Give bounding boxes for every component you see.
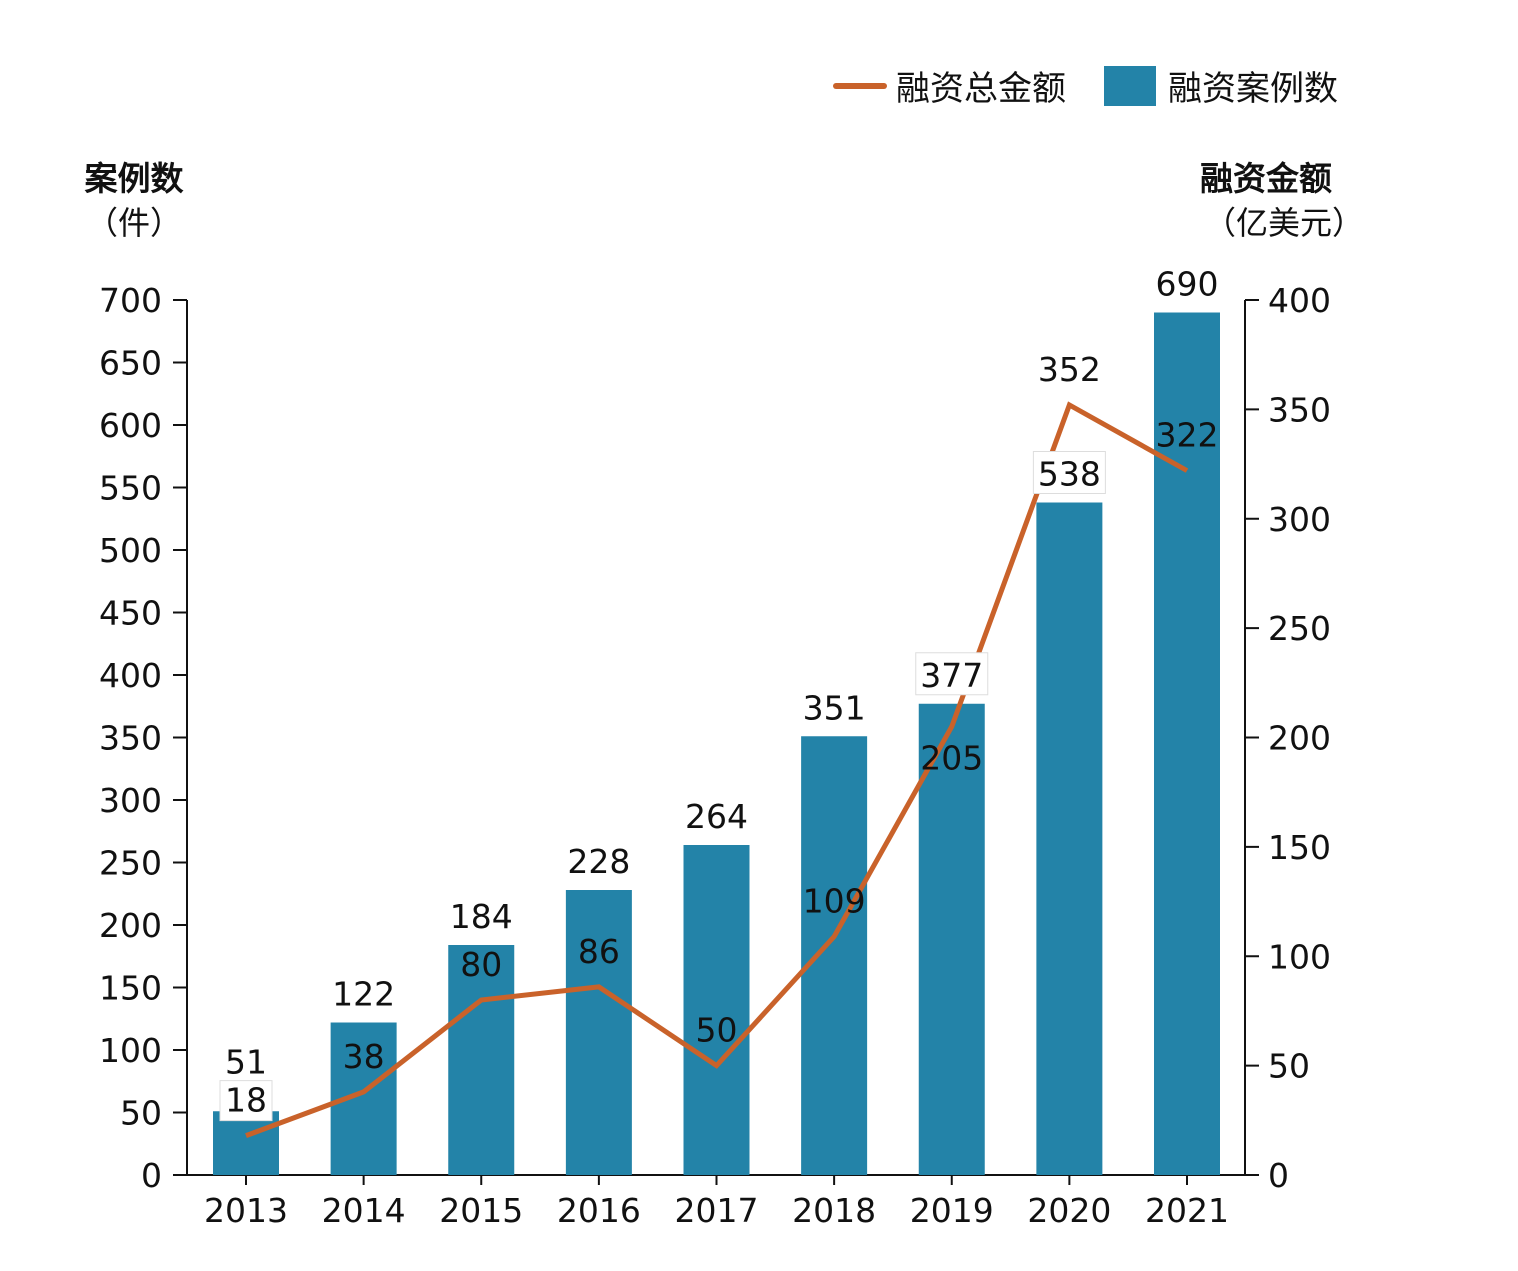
- legend-label-bar: 融资案例数: [1168, 69, 1338, 109]
- bar-label-bg: [1032, 451, 1106, 494]
- right-tick-label: 100: [1268, 937, 1331, 976]
- line-series: [245, 401, 1189, 1138]
- line-data-label: 86: [578, 932, 620, 971]
- left-tick-label: 550: [99, 469, 162, 508]
- legend: 融资总金额 融资案例数: [833, 66, 1338, 109]
- left-tick-label: 600: [99, 406, 162, 445]
- left-axis-unit: （件）: [86, 204, 182, 242]
- right-axis-unit: （亿美元）: [1204, 204, 1364, 242]
- right-axis-title: 融资金额: [1200, 159, 1332, 198]
- bar: [1036, 502, 1103, 1175]
- left-tick-label: 400: [99, 656, 162, 695]
- bar: [448, 945, 515, 1175]
- bar-data-label: 538: [1038, 455, 1101, 494]
- bar-data-label: 377: [920, 656, 983, 695]
- left-tick-label: 350: [99, 719, 162, 758]
- legend-bar-swatch: [1104, 66, 1156, 106]
- x-tick-label: 2019: [910, 1191, 994, 1230]
- bar-label-bg: [915, 652, 989, 696]
- right-tick-label: 250: [1268, 609, 1331, 648]
- left-tick-label: 200: [99, 906, 162, 945]
- x-tick-label: 2018: [792, 1191, 876, 1230]
- right-tick-label: 400: [1268, 281, 1331, 320]
- x-tick-label: 2020: [1027, 1191, 1111, 1230]
- bar-data-label: 122: [332, 975, 395, 1014]
- line-data-label: 205: [920, 739, 983, 778]
- legend-label-line: 融资总金额: [896, 69, 1066, 109]
- right-tick-label: 350: [1268, 390, 1331, 429]
- bar: [213, 1111, 279, 1175]
- left-tick-label: 300: [99, 781, 162, 820]
- bar-data-label: 184: [450, 897, 513, 936]
- bar-data-label: 264: [685, 797, 748, 836]
- bar-data-label: 51: [225, 1042, 267, 1081]
- right-tick-label: 0: [1268, 1156, 1289, 1195]
- right-tick-label: 300: [1268, 500, 1331, 539]
- x-tick-label: 2014: [322, 1191, 406, 1230]
- x-tick-label: 2021: [1145, 1191, 1229, 1230]
- line-data-label: 352: [1038, 350, 1101, 389]
- line-data-label: 38: [343, 1037, 385, 1076]
- line-data-label: 80: [460, 945, 502, 984]
- x-tick-label: 2017: [675, 1191, 759, 1230]
- line-data-label: 18: [225, 1081, 267, 1120]
- bar-data-label: 690: [1156, 265, 1219, 304]
- line-label-bg: [219, 1080, 273, 1122]
- left-tick-label: 0: [141, 1156, 162, 1195]
- left-axis-title: 案例数: [85, 159, 185, 198]
- right-tick-label: 200: [1268, 719, 1331, 758]
- left-tick-label: 700: [99, 281, 162, 320]
- bar: [918, 703, 985, 1175]
- left-tick-label: 250: [99, 844, 162, 883]
- line-data-label: 109: [803, 882, 866, 921]
- right-tick-label: 150: [1268, 828, 1331, 867]
- line-data-label: 50: [696, 1011, 738, 1050]
- left-tick-label: 150: [99, 969, 162, 1008]
- left-tick-label: 50: [120, 1094, 162, 1133]
- left-tick-label: 450: [99, 594, 162, 633]
- x-tick-label: 2016: [557, 1191, 641, 1230]
- left-tick-label: 500: [99, 531, 162, 570]
- right-tick-label: 50: [1268, 1047, 1310, 1086]
- bar: [683, 845, 750, 1175]
- left-tick-label: 100: [99, 1031, 162, 1070]
- bar-data-label: 228: [567, 842, 630, 881]
- x-tick-label: 2013: [204, 1191, 288, 1230]
- bar: [565, 890, 632, 1175]
- bar-data-label: 351: [803, 688, 866, 727]
- x-tick-label: 2015: [439, 1191, 523, 1230]
- bar: [801, 736, 868, 1175]
- left-tick-label: 650: [99, 344, 162, 383]
- line-data-label: 322: [1156, 416, 1219, 455]
